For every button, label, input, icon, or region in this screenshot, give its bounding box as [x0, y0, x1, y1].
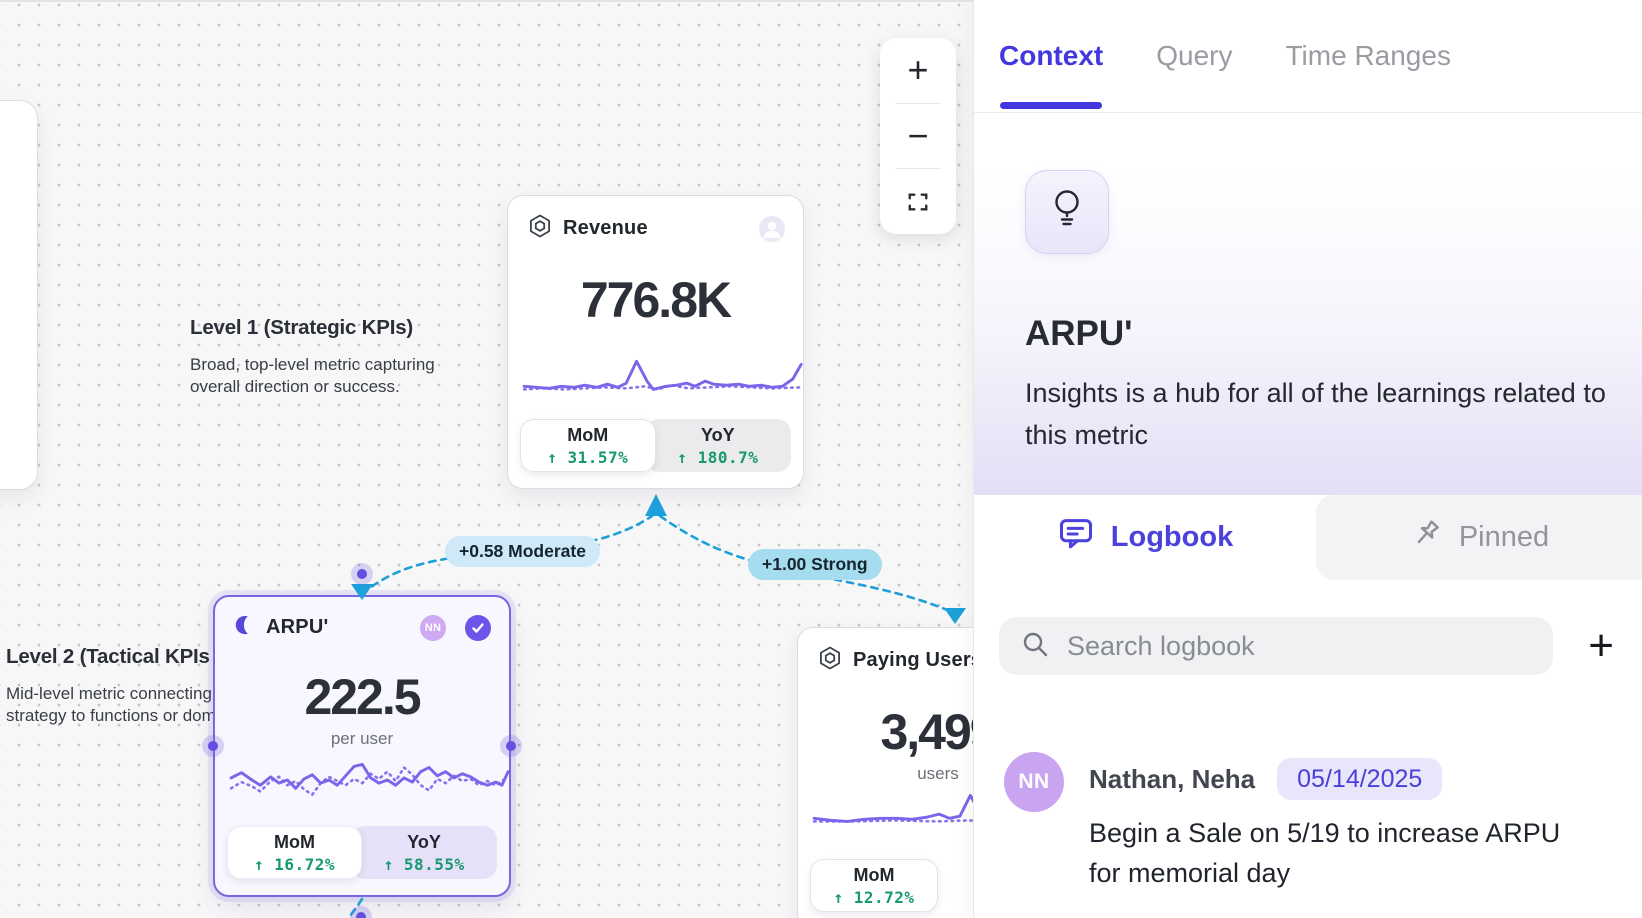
metric-insights-title: ARPU' [1025, 314, 1133, 353]
arrowhead-into-revenue [645, 494, 667, 516]
node-connection-handle[interactable] [202, 735, 224, 757]
level-2-description: Mid-level metric connecting [6, 684, 212, 703]
sparkline-chart [229, 762, 510, 797]
hexagon-metric-icon [817, 645, 843, 676]
arrowhead-into-paying [944, 608, 966, 624]
yoy-toggle[interactable]: YoY ↑ 58.55% [351, 826, 497, 879]
owner-initials-badge: NN [420, 614, 446, 641]
search-icon [1021, 630, 1049, 663]
tab-context[interactable]: Context [999, 0, 1103, 112]
yoy-label: YoY [701, 424, 735, 445]
metric-title: Paying Users' [853, 649, 988, 671]
mom-value: 12.72% [853, 887, 915, 907]
mom-toggle[interactable]: MoM ↑ 31.57% [520, 419, 656, 472]
metric-unit: users [917, 764, 959, 783]
entry-text: Begin a Sale on 5/19 to increase ARPU fo… [1089, 818, 1561, 888]
up-arrow-icon: ↑ [833, 887, 844, 907]
up-arrow-icon: ↑ [253, 854, 265, 874]
add-log-entry-button[interactable]: + [1588, 621, 1614, 670]
owner-avatar-icon [759, 215, 785, 242]
level-2-description: strategy to functions or doma [6, 705, 226, 725]
mom-toggle[interactable]: MoM ↑ 12.72% [810, 859, 938, 912]
mom-value: 16.72% [274, 854, 336, 874]
logbook-entry[interactable]: NN Nathan, Neha 05/14/2025 Begin a Sale … [974, 752, 1642, 893]
entry-author: Nathan, Neha [1089, 763, 1256, 794]
metric-tree-canvas[interactable]: +0.58 Moderate +1.00 Strong Level 1 (Str… [0, 0, 1093, 918]
search-input[interactable] [1067, 630, 1497, 662]
hexagon-metric-icon [527, 213, 553, 244]
metric-title: Revenue [563, 217, 648, 239]
level-1-description: Broad, top-level metric capturing [190, 355, 435, 374]
context-side-panel: Context Query Time Ranges ARPU' Insights… [973, 0, 1642, 918]
tab-query[interactable]: Query [1156, 40, 1233, 71]
up-arrow-icon: ↑ [547, 447, 558, 467]
mom-label: MoM [274, 831, 315, 852]
tab-logbook-label: Logbook [1110, 521, 1234, 553]
up-arrow-icon: ↑ [677, 447, 688, 467]
metric-node-revenue[interactable]: Revenue 776.8K MoM ↑ 31.57% YoY ↑ 180.7% [507, 195, 804, 489]
node-connection-handle[interactable] [500, 735, 522, 757]
yoy-value: 58.55% [403, 854, 465, 874]
sparkline-chart [522, 359, 803, 391]
verified-check-icon [465, 614, 491, 641]
metric-unit: per user [330, 729, 394, 748]
pushpin-icon [1409, 517, 1443, 559]
mom-label: MoM [853, 864, 895, 885]
correlation-label-strong[interactable]: +1.00 Strong [748, 549, 882, 580]
metric-value: 776.8K [580, 272, 732, 328]
yoy-label: YoY [407, 831, 441, 852]
metric-value: 222.5 [304, 669, 421, 725]
tab-logbook[interactable]: Logbook [974, 495, 1316, 580]
tab-pinned-label: Pinned [1458, 521, 1550, 553]
level-1-annotation: Level 1 (Strategic KPIs) Broad, top-leve… [190, 316, 435, 397]
logbook-chat-icon [1057, 515, 1095, 561]
lightbulb-icon [1045, 186, 1089, 239]
fit-view-button[interactable] [880, 169, 956, 234]
zoom-in-button[interactable]: + [907, 49, 929, 91]
tab-pinned[interactable]: Pinned [1316, 495, 1642, 580]
avatar: NN [1004, 752, 1064, 812]
logbook-search-row: + [974, 617, 1642, 675]
metric-node-paying-users[interactable]: Paying Users' 3,499 users MoM ↑ 12.72% [797, 627, 1093, 918]
logbook-search-box[interactable] [999, 617, 1553, 675]
mom-label: MoM [567, 424, 609, 445]
up-arrow-icon: ↑ [383, 854, 394, 874]
insights-hero: ARPU' Insights is a hub for all of the l… [974, 170, 1642, 495]
level-1-description: overall direction or success. [190, 376, 400, 396]
panel-tab-bar: Context Query Time Ranges [974, 0, 1642, 113]
level-1-title: Level 1 (Strategic KPIs) [190, 316, 414, 339]
zoom-out-button[interactable]: − [907, 115, 929, 156]
level-2-title: Level 2 (Tactical KPIs [6, 645, 210, 668]
metric-title: ARPU' [266, 616, 329, 638]
node-connection-handle[interactable] [350, 906, 372, 918]
insights-icon-tile [1025, 170, 1109, 254]
level-2-annotation: Level 2 (Tactical KPIs Mid-level metric … [6, 645, 225, 726]
metric-node-arpu[interactable]: ARPU' NN 222.5 per user MoM ↑ 16.72% YoY… [213, 595, 511, 897]
canvas-zoom-toolbar: + − [880, 38, 956, 234]
offscreen-metric-node[interactable] [0, 100, 38, 490]
logbook-pinned-tab-bar: Logbook Pinned [974, 495, 1642, 580]
node-connection-handle[interactable] [351, 563, 373, 585]
insights-description: Insights is a hub for all of the learnin… [1025, 378, 1606, 450]
mom-value: 31.57% [567, 447, 629, 467]
toolbar-divider [895, 168, 941, 170]
crescent-moon-icon [234, 614, 256, 641]
mom-toggle[interactable]: MoM ↑ 16.72% [227, 826, 362, 879]
yoy-toggle[interactable]: YoY ↑ 180.7% [644, 419, 791, 472]
yoy-value: 180.7% [697, 447, 759, 467]
correlation-label-moderate[interactable]: +0.58 Moderate [445, 536, 600, 567]
toolbar-divider [895, 102, 941, 104]
entry-date-badge[interactable]: 05/14/2025 [1277, 758, 1443, 800]
tab-time-ranges[interactable]: Time Ranges [1285, 40, 1451, 71]
